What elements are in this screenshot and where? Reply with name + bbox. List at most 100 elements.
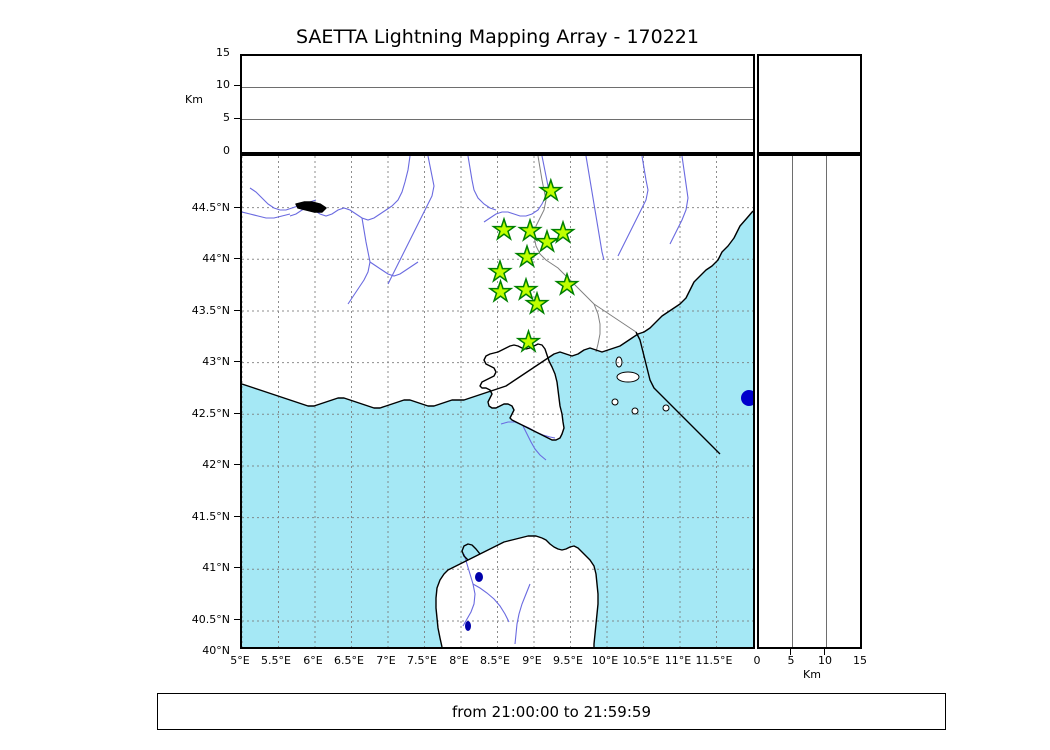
island-giglio (662, 404, 670, 412)
river-sardinia-3 (514, 583, 531, 645)
station-star[interactable] (554, 271, 580, 296)
river-north-mid (467, 156, 497, 211)
tickmark-alt-right-5 (790, 649, 791, 655)
station-star[interactable] (487, 258, 513, 283)
tick-alt-top-0: 0 (223, 144, 230, 157)
island-montecristo (631, 407, 639, 415)
tick-alt-top-15: 15 (216, 46, 230, 59)
tick-lon-8.5: 8.5°E (480, 654, 510, 667)
lake-1 (475, 572, 483, 582)
tick-lat-44: 44°N (202, 252, 230, 265)
reference-marker-dot[interactable] (741, 390, 753, 406)
tickmark-lat-42.5 (234, 413, 240, 414)
station-star[interactable] (491, 216, 517, 241)
page-title: SAETTA Lightning Mapping Array - 170221 (296, 26, 699, 48)
tickmark-lat-43.5 (234, 310, 240, 311)
tick-lon-10.5: 10.5°E (622, 654, 660, 667)
tick-lat-43.5: 43.5°N (191, 304, 230, 317)
station-star[interactable] (514, 243, 540, 268)
altitude-longitude-panel (240, 54, 755, 154)
station-star[interactable] (517, 217, 543, 242)
coastline-sardinia (541, 537, 599, 647)
altitude-top-ylabel: Km (185, 93, 203, 106)
station-star[interactable] (537, 177, 564, 202)
station-star[interactable] (550, 219, 576, 244)
tick-lon-6.5: 6.5°E (334, 654, 364, 667)
tick-alt-right-10: 10 (818, 654, 832, 667)
gridline-alt-right-5 (792, 156, 793, 647)
coastline-mainland (242, 210, 753, 409)
coastline-sardinia-nw (461, 543, 481, 561)
tick-lon-9.5: 9.5°E (553, 654, 583, 667)
river-po (483, 156, 549, 223)
tickmark-alt-right-10 (824, 649, 825, 655)
river-left-1 (242, 211, 291, 219)
coastline-lake-mark (295, 201, 327, 213)
station-star[interactable] (487, 278, 514, 303)
river-sardinia-2 (472, 583, 510, 623)
station-star[interactable] (534, 228, 560, 253)
gridline-alt-right-10 (826, 156, 827, 647)
border-france-italy (533, 156, 637, 333)
river-alps-1 (585, 156, 605, 261)
tick-alt-right-5: 5 (787, 654, 795, 667)
river-saone (387, 156, 435, 285)
station-star[interactable] (524, 290, 550, 315)
island-pianosa (611, 398, 619, 406)
river-mid-2 (369, 261, 419, 277)
empty-corner-panel (757, 54, 862, 154)
river-mid-1 (347, 217, 371, 305)
border-inner (593, 303, 601, 353)
tick-lon-11: 11°E (664, 654, 692, 667)
tick-lon-7: 7°E (376, 654, 396, 667)
land-sardinia (436, 536, 598, 647)
tick-alt-top-5: 5 (223, 111, 230, 124)
station-star[interactable] (513, 276, 539, 301)
tick-lon-9: 9°E (522, 654, 542, 667)
map-gridlines (242, 156, 753, 647)
tick-lat-42: 42°N (202, 458, 230, 471)
coastline-corsica (479, 343, 565, 441)
tick-alt-top-10: 10 (216, 78, 230, 91)
time-range-caption: from 21:00:00 to 21:59:59 (451, 702, 651, 721)
tickmark-lat-41 (234, 567, 240, 568)
tickmark-alt-top-5 (234, 118, 240, 119)
lake-2 (465, 621, 471, 631)
tick-lat-43: 43°N (202, 355, 230, 368)
map-canvas (242, 156, 753, 647)
island-elba (616, 371, 640, 383)
tickmark-lat-44.5 (234, 207, 240, 208)
altitude-latitude-panel (757, 154, 862, 649)
river-corsica-tavignano (522, 425, 547, 461)
rivers (242, 156, 689, 645)
political-borders (533, 156, 637, 353)
lakes (465, 572, 483, 631)
time-range-caption-box: from 21:00:00 to 21:59:59 (157, 693, 946, 730)
station-markers[interactable] (487, 177, 580, 353)
tick-alt-right-0: 0 (753, 654, 761, 667)
tickmark-lat-44 (234, 258, 240, 259)
coastline-tuscany (635, 331, 721, 455)
altitude-right-xlabel: Km (803, 668, 821, 681)
island-capraia (615, 356, 623, 368)
tick-lat-40.5: 40.5°N (191, 613, 230, 626)
tick-lon-7.5: 7.5°E (407, 654, 437, 667)
tick-lon-8: 8°E (449, 654, 469, 667)
river-alps-2 (617, 156, 649, 257)
tickmark-lat-42 (234, 464, 240, 465)
tickmark-alt-top-10 (234, 85, 240, 86)
land-corsica (480, 344, 564, 440)
map-panel (240, 154, 755, 649)
tick-alt-right-15: 15 (853, 654, 867, 667)
tick-lon-11.5: 11.5°E (695, 654, 733, 667)
coastline-sardinia-west (435, 535, 543, 647)
tick-lat-41: 41°N (202, 561, 230, 574)
tick-lat-42.5: 42.5°N (191, 407, 230, 420)
tick-lat-40: 40°N (202, 644, 230, 657)
station-star[interactable] (515, 328, 542, 353)
tick-lon-5.5: 5.5°E (261, 654, 291, 667)
tick-lon-5: 5°E (230, 654, 250, 667)
gridline-alt-5 (242, 119, 753, 120)
coastlines (242, 201, 753, 647)
